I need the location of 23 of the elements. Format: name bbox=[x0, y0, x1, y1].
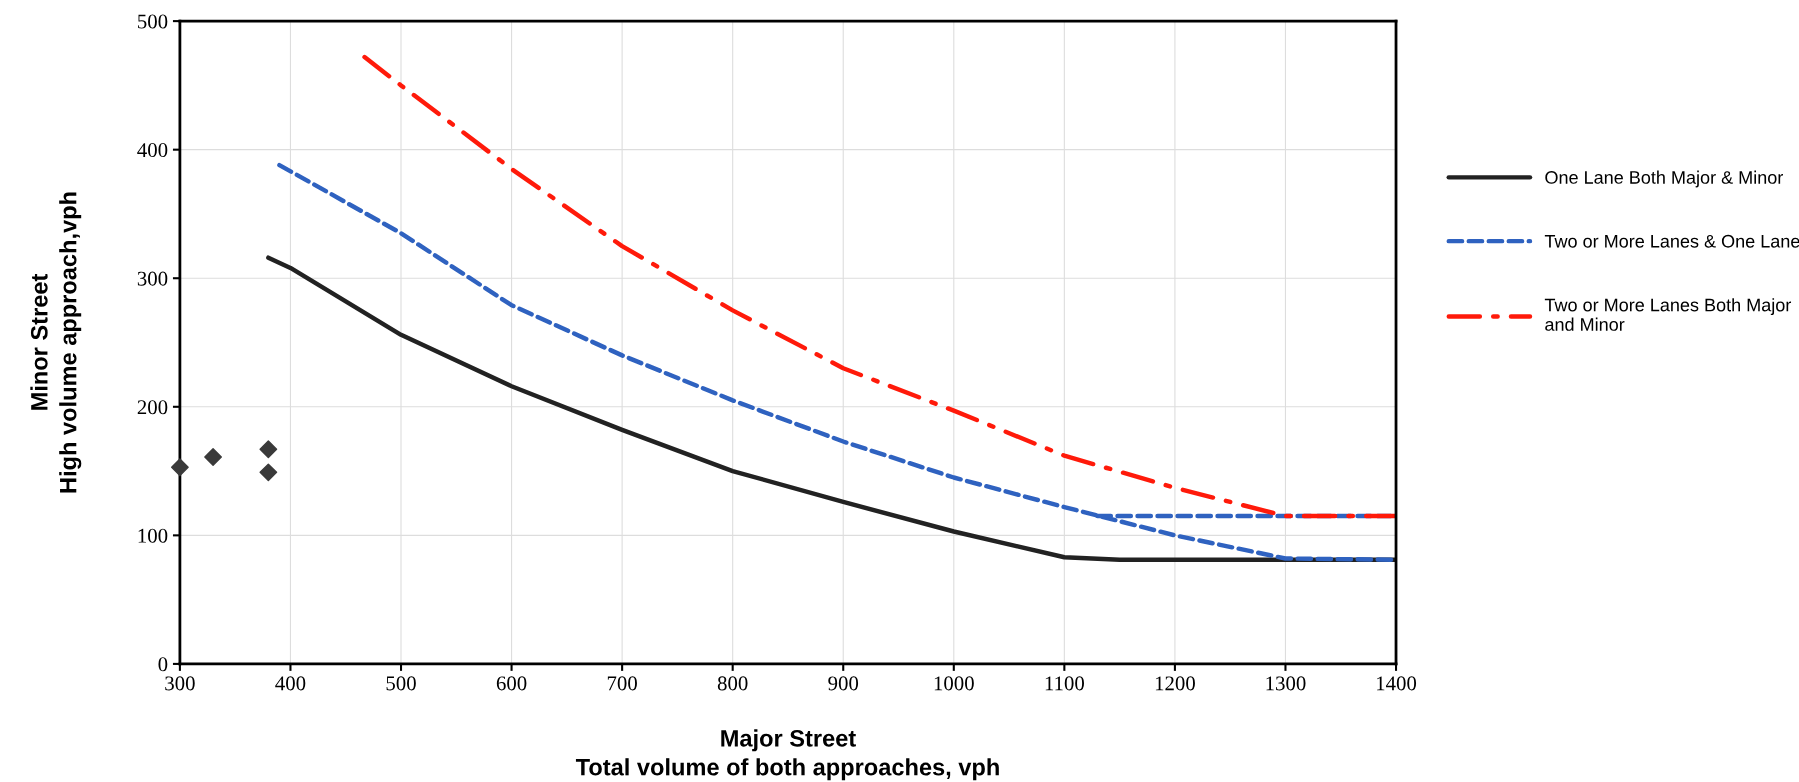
x-tick-label: 500 bbox=[386, 676, 416, 691]
x-tick-label: 1200 bbox=[1155, 676, 1195, 691]
y-tick-label: 400 bbox=[137, 143, 168, 158]
x-tick-label: 1000 bbox=[934, 676, 974, 691]
legend-label: Two or More Lanes & One Lane bbox=[1544, 234, 1799, 248]
y-tick-label: 300 bbox=[137, 271, 168, 286]
x-tick-label: 700 bbox=[607, 676, 637, 691]
x-tick-label: 800 bbox=[717, 676, 748, 691]
x-tick-label: 900 bbox=[828, 676, 859, 691]
y-tick-label: 500 bbox=[138, 14, 168, 29]
x-axis-title: Major Street Total volume of both approaches, vph bbox=[575, 729, 999, 781]
y-tick-label: 0 bbox=[158, 657, 168, 672]
x-tick-label: 300 bbox=[165, 676, 195, 691]
y-axis-title: Minor Street High volume approach,vph bbox=[30, 192, 82, 493]
legend-label: Two or More Lanes Both Major and Minor bbox=[1544, 298, 1792, 331]
x-tick-label: 1300 bbox=[1266, 676, 1306, 691]
y-tick-label: 200 bbox=[137, 400, 168, 415]
y-tick-label: 100 bbox=[138, 528, 168, 543]
legend-label: One Lane Both Major & Minor bbox=[1545, 170, 1784, 188]
x-tick-label: 400 bbox=[275, 676, 306, 691]
x-tick-label: 1100 bbox=[1045, 676, 1084, 691]
x-tick-label: 600 bbox=[496, 676, 527, 691]
x-tick-label: 1400 bbox=[1377, 676, 1417, 691]
